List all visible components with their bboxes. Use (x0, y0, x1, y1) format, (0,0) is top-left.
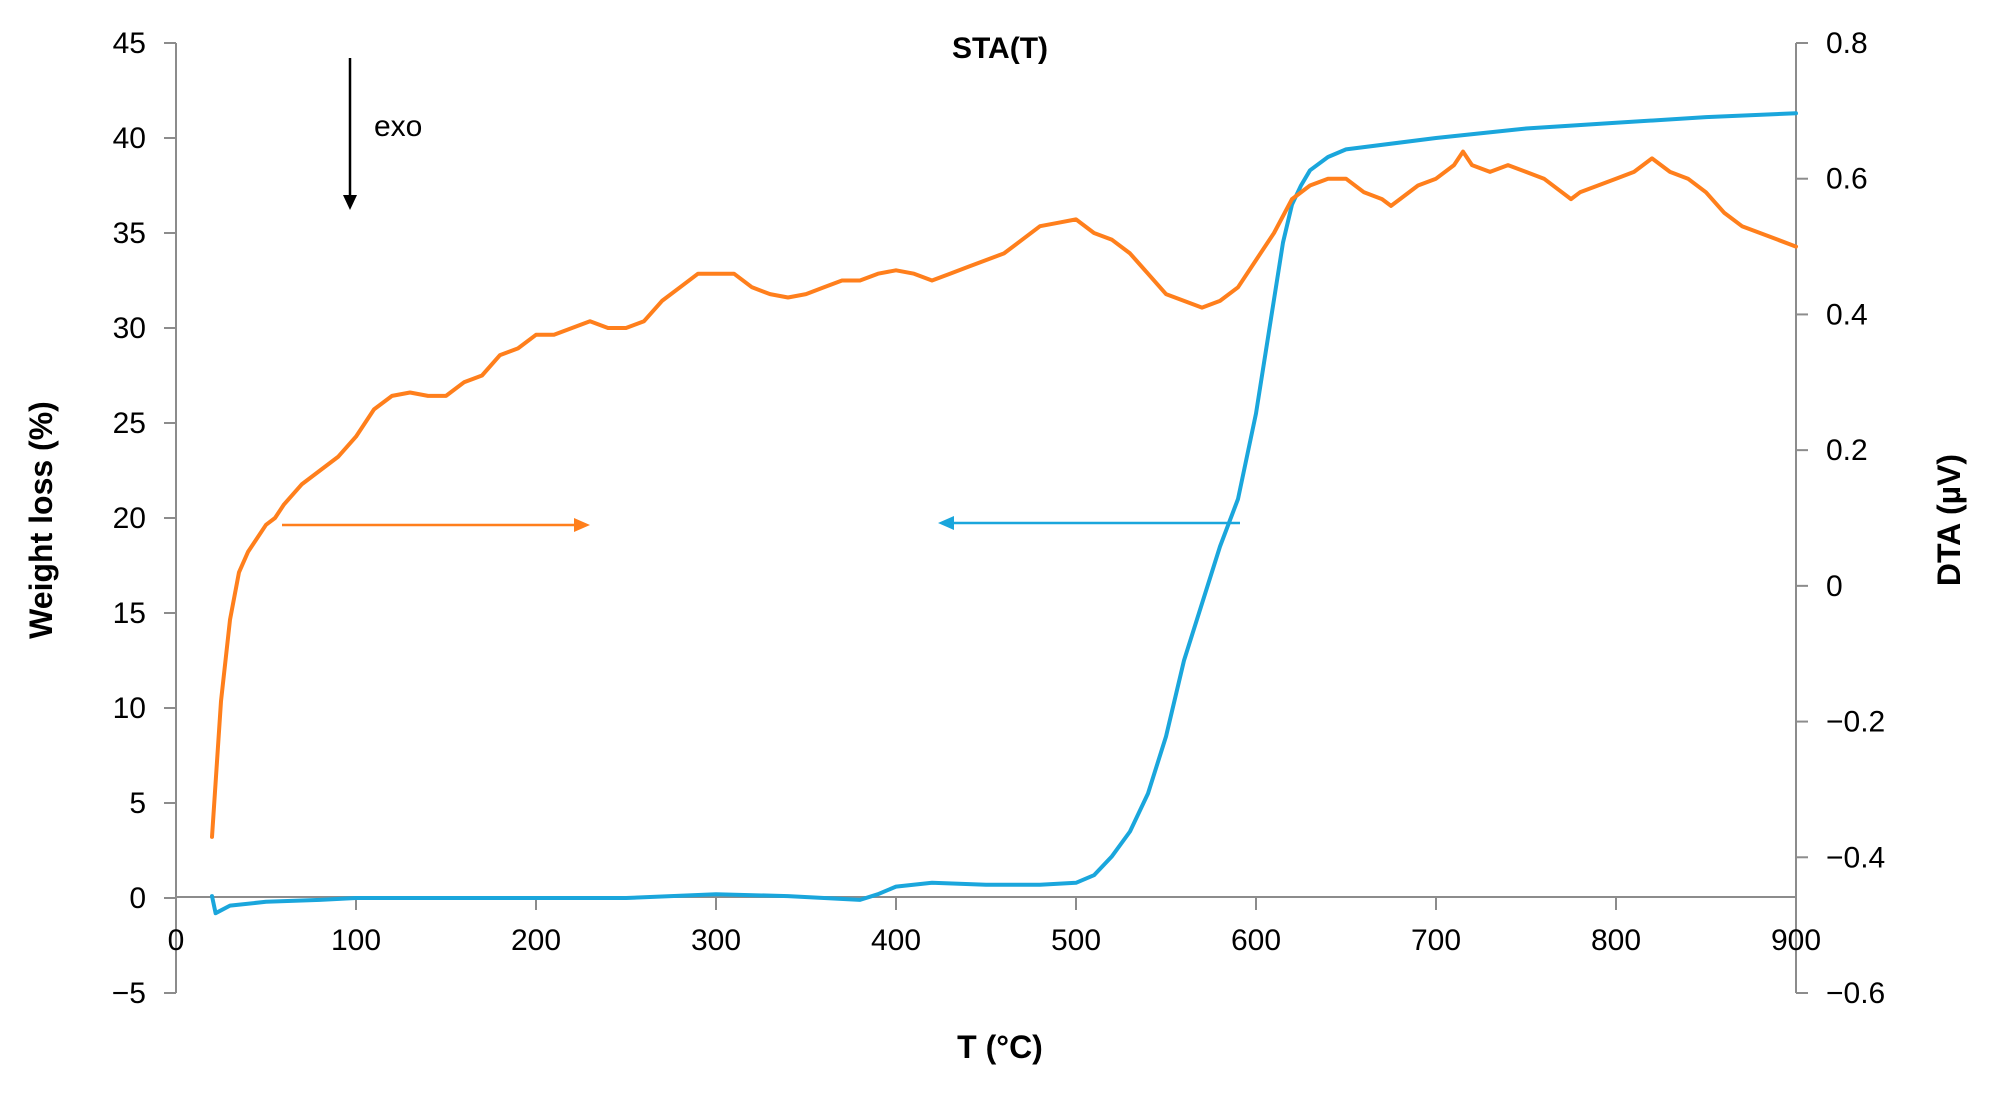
right-y-axis-title: DTA (µV) (1931, 454, 1967, 586)
x-tick-label: 500 (1051, 924, 1101, 957)
x-tick-label: 700 (1411, 924, 1461, 957)
x-tick-label: 400 (871, 924, 921, 957)
right-y-tick-label: −0.6 (1826, 977, 1885, 1010)
left-y-tick-label: 0 (129, 882, 146, 915)
left-y-tick-label: 35 (113, 217, 146, 250)
x-axis-title: T (°C) (957, 1029, 1043, 1065)
right-y-tick-label: 0.2 (1826, 434, 1868, 467)
left-y-tick-label: 20 (113, 502, 146, 535)
series-layer (210, 111, 1798, 916)
chart-title: STA(T) (952, 32, 1048, 65)
right-y-tick-label: 0 (1826, 570, 1843, 603)
x-tick-label: 600 (1231, 924, 1281, 957)
x-tick-label: 100 (331, 924, 381, 957)
right-y-tick-label: 0.8 (1826, 27, 1868, 60)
orange-arrowhead (574, 518, 590, 532)
exo-annotation: exo (343, 58, 422, 210)
right-y-tick-label: 0.4 (1826, 298, 1868, 331)
left-y-tick-label: 10 (113, 692, 146, 725)
orange-series-axis-arrow (282, 518, 590, 532)
weight-loss-series-line (210, 111, 1798, 916)
right-y-tick-label: −0.4 (1826, 841, 1885, 874)
left-y-tick-label: 5 (129, 787, 146, 820)
x-ticks: 0 100 200 300 400 500 600 700 800 900 (168, 898, 1821, 957)
x-tick-label: 200 (511, 924, 561, 957)
left-y-tick-label: 45 (113, 27, 146, 60)
left-y-axis-title: Weight loss (%) (23, 401, 59, 639)
exo-arrowhead (343, 195, 357, 210)
left-y-tick-label: 40 (113, 122, 146, 155)
left-y-tick-label: 15 (113, 597, 146, 630)
x-tick-label: 300 (691, 924, 741, 957)
left-y-ticks: −5 0 5 10 15 20 25 30 35 40 45 (112, 27, 176, 1010)
right-y-ticks: −0.6 −0.4 −0.2 0 0.2 0.4 0.6 0.8 (1796, 27, 1885, 1010)
right-y-tick-label: 0.6 (1826, 163, 1868, 196)
left-y-tick-label: −5 (112, 977, 146, 1010)
right-y-tick-label: −0.2 (1826, 706, 1885, 739)
exo-label: exo (374, 110, 422, 143)
dta-series-line (210, 149, 1798, 839)
x-tick-label: 900 (1771, 924, 1821, 957)
x-tick-label: 800 (1591, 924, 1641, 957)
left-y-tick-label: 30 (113, 312, 146, 345)
x-tick-label: 0 (168, 924, 185, 957)
left-y-tick-label: 25 (113, 407, 146, 440)
blue-series-axis-arrow (938, 516, 1240, 530)
blue-arrowhead (938, 516, 954, 530)
